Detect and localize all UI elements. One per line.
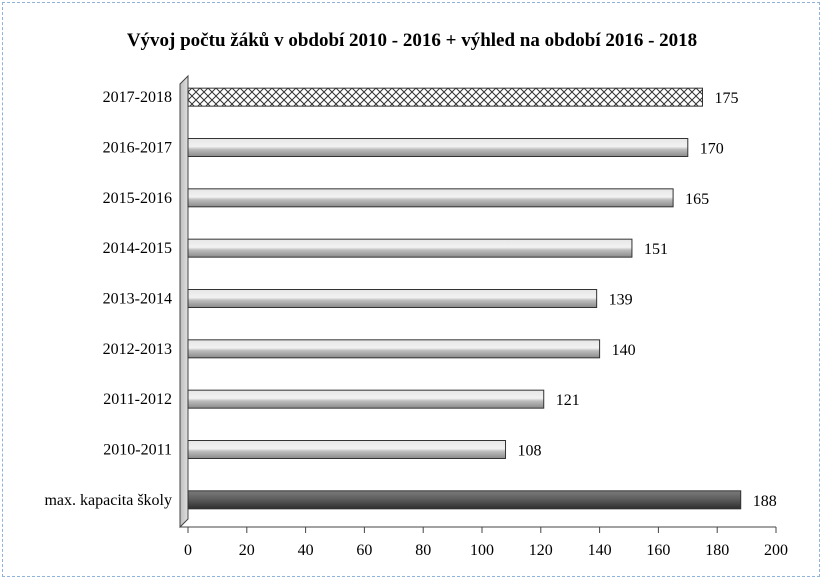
x-tick-label: 40 — [298, 542, 314, 559]
x-tick-label: 80 — [415, 542, 431, 559]
category-label: 2016-2017 — [103, 140, 172, 157]
value-label: 121 — [556, 392, 580, 409]
bar-2016-2017 — [187, 138, 689, 157]
bar-2012-2013 — [187, 339, 601, 359]
bar-max-kapacita-koly — [187, 490, 742, 510]
value-label: 175 — [715, 90, 739, 107]
bar-2015-2016 — [187, 188, 674, 208]
axis-wall-side — [179, 74, 189, 529]
category-labels: 2017-2018 2016-2017 2015-2016 2014-2015 2013… — [44, 89, 172, 509]
axis-wall — [179, 74, 189, 529]
category-label: 2013-2014 — [103, 291, 172, 308]
category-label: 2014-2015 — [103, 240, 172, 257]
value-label: 140 — [612, 342, 636, 359]
chart-title: Vývoj počtu žáků v období 2010 - 2016 + … — [126, 30, 698, 51]
x-tick-label: 200 — [764, 542, 788, 559]
value-label: 151 — [644, 241, 668, 258]
bar-2017-2018 — [187, 87, 703, 107]
category-label: 2011-2012 — [103, 391, 172, 408]
category-label: 2017-2018 — [103, 89, 172, 106]
x-tick-label: 140 — [588, 542, 612, 559]
bar-2013-2014 — [187, 289, 598, 308]
bars — [187, 87, 742, 510]
category-label: max. kapacita školy — [44, 492, 172, 509]
bar-2014-2015 — [187, 238, 633, 258]
value-label: 139 — [609, 292, 633, 309]
value-labels: 175 170 165 151 139 140 121 108 188 — [518, 90, 777, 510]
category-label: 2010-2011 — [103, 442, 172, 459]
x-tick-label: 20 — [239, 542, 255, 559]
value-label: 165 — [685, 191, 709, 208]
category-label: 2012-2013 — [103, 341, 172, 358]
bar-2011-2012 — [187, 389, 545, 409]
category-label: 2015-2016 — [103, 190, 172, 207]
value-label: 188 — [753, 493, 777, 510]
x-tick-label: 160 — [646, 542, 670, 559]
x-axis: 0 20 40 60 80 100 120 140 160 180 200 — [180, 526, 788, 559]
x-tick-label: 100 — [470, 542, 494, 559]
x-tick-label: 0 — [184, 542, 192, 559]
bar-2010-2011 — [187, 440, 507, 459]
x-tick-label: 180 — [705, 542, 729, 559]
x-tick-label: 60 — [356, 542, 372, 559]
value-label: 108 — [518, 443, 542, 460]
value-label: 170 — [700, 141, 724, 158]
x-tick-label: 120 — [529, 542, 553, 559]
